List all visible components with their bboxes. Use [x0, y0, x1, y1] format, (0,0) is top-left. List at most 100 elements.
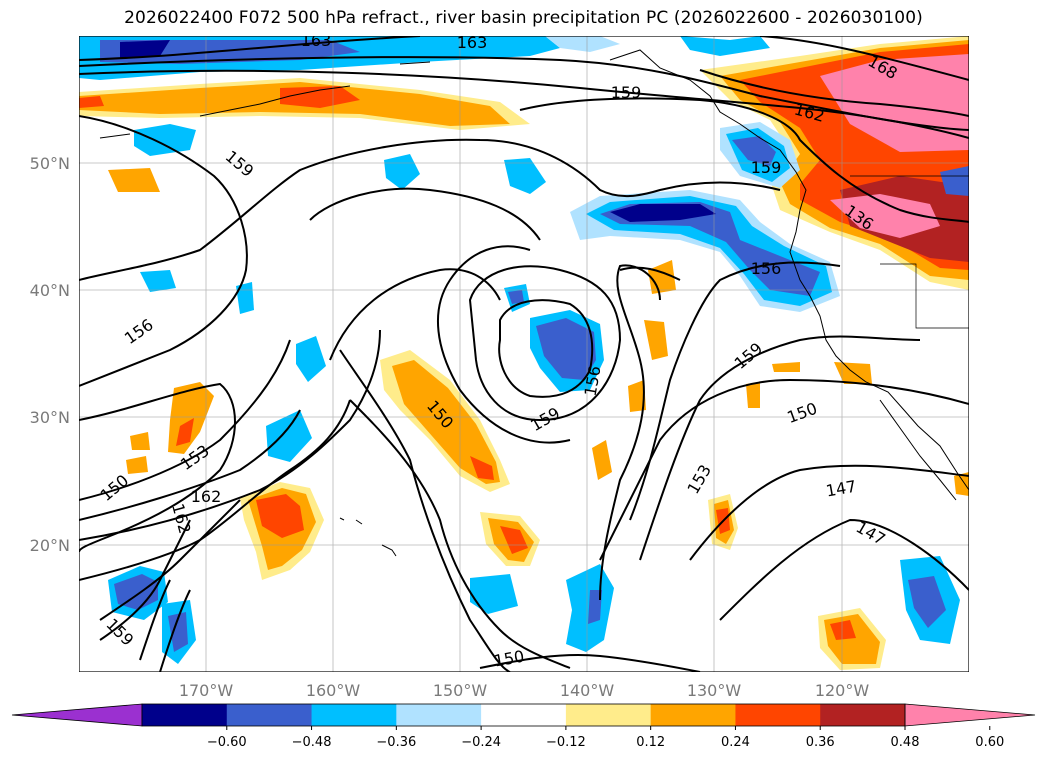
contour-low-1 — [468, 265, 622, 422]
graticule — [79, 36, 969, 672]
shade-aleutian-red — [280, 86, 360, 108]
contour-label: 159 — [751, 158, 782, 177]
contour-162 — [699, 69, 969, 117]
colorbar-tick-label: −0.48 — [292, 735, 332, 750]
colorbar-tick-label: 0.24 — [721, 735, 750, 750]
colorbar-low-extend — [11, 703, 143, 727]
shade-mid-blue8 — [108, 168, 160, 192]
shade-sc-red1 — [500, 526, 528, 554]
colorbar-segment — [396, 704, 482, 726]
contour-159-sw — [99, 519, 191, 641]
border-us — [850, 175, 969, 329]
lon-label: 120°W — [815, 681, 870, 700]
colorbar-segment — [142, 704, 228, 726]
shade-north-light — [545, 36, 620, 52]
shade-trough-red — [470, 456, 494, 480]
shade-north-navy — [120, 40, 170, 58]
longitude-labels: 170°W 160°W 150°W 140°W 130°W 120°W — [179, 681, 870, 700]
contour-159-west — [79, 115, 248, 387]
colorbar-segment — [735, 704, 821, 726]
colorbar-segment — [481, 704, 567, 726]
height-contours — [79, 36, 969, 672]
contour-west-6 — [99, 499, 241, 621]
shade-swb2-dark — [168, 612, 188, 652]
lat-label: 30°N — [30, 408, 70, 427]
contour-west-2 — [79, 339, 291, 501]
colorbar-tick-label: 0.12 — [636, 735, 665, 750]
contour-168 — [759, 36, 969, 81]
colorbar-tick-label: −0.60 — [207, 735, 247, 750]
shade-coast-dark — [732, 136, 776, 166]
shade-trough-orange — [392, 360, 500, 484]
colorbar-tick-label: −0.12 — [546, 735, 586, 750]
contour-label: 159 — [611, 83, 642, 102]
colorbar-frame — [141, 703, 906, 727]
latitude-labels: 50°N 40°N 30°N 20°N — [30, 154, 70, 555]
colorbar-tick-label: 0.48 — [891, 735, 920, 750]
contour-west-5 — [79, 399, 351, 581]
contour-label: 163 — [301, 31, 332, 50]
contour-west-3 — [79, 409, 301, 521]
shade-sc-blue2-dk — [588, 590, 602, 624]
contour-150-mid — [339, 349, 511, 672]
colorbar-high-extend — [904, 703, 1036, 727]
contour-east-147b — [719, 518, 969, 621]
shade-alaska-blue — [680, 36, 770, 56]
shade-cn-navy — [610, 204, 716, 222]
shade-mid-blue7 — [266, 410, 312, 462]
colorbar: −0.60 −0.48 −0.36 −0.24 −0.12 0.12 0.24 0.36 0.4… — [11, 703, 1036, 750]
shade-west-small — [126, 456, 148, 474]
contour-east-150 — [599, 378, 969, 561]
colorbar-segment — [226, 704, 313, 726]
contour-east-159 — [639, 335, 921, 561]
contour-156-west — [79, 138, 781, 281]
contour-west-4 — [79, 329, 381, 541]
colorbar-tick-label: −0.24 — [461, 735, 501, 750]
colorbar-segment — [311, 704, 397, 726]
lat-label: 40°N — [30, 281, 70, 300]
shade-ne-blue — [940, 166, 969, 196]
contour-label: 162 — [191, 487, 222, 506]
contour-156-mid — [329, 266, 681, 361]
shade-cn-dark — [600, 202, 820, 296]
shade-aleutian-red2 — [79, 96, 104, 108]
contour-label: 163 — [457, 33, 488, 52]
contour-east-low — [599, 264, 661, 601]
shade-mid-blue4 — [140, 270, 176, 292]
lat-label: 50°N — [30, 154, 70, 173]
colorbar-segment — [820, 704, 906, 726]
lon-label: 160°W — [306, 681, 361, 700]
contour-159-mid — [309, 187, 571, 444]
colorbar-segment — [650, 704, 736, 726]
shade-mid-blue2 — [504, 158, 546, 194]
shade-west-red — [176, 418, 194, 446]
lon-label: 170°W — [179, 681, 234, 700]
contour-west-1 — [79, 382, 236, 553]
contour-east-153 — [629, 261, 841, 521]
shade-low-dark — [536, 318, 596, 380]
contour-150-south — [479, 653, 701, 672]
coast-hawaii — [339, 517, 397, 557]
shade-se-red — [830, 620, 856, 640]
shade-sc-blue1 — [470, 574, 518, 614]
shade-se-orange2 — [954, 472, 969, 496]
colorbar-tick-label: 0.60 — [975, 735, 1004, 750]
lon-label: 130°W — [687, 681, 742, 700]
shade-se-dark — [908, 576, 946, 628]
shade-sc-orange5 — [628, 380, 646, 412]
shade-sc-orange2 — [592, 440, 612, 480]
shade-sw-red — [256, 494, 304, 538]
lon-label: 140°W — [560, 681, 615, 700]
shade-sc-orange9 — [834, 362, 872, 384]
shade-sc-orange8 — [772, 362, 800, 372]
contour-label: 156 — [751, 259, 782, 278]
lat-label: 20°N — [30, 536, 70, 555]
shade-mid-blue3 — [134, 124, 196, 156]
map-title: 2026022400 F072 500 hPa refract., river … — [124, 8, 923, 28]
shade-low-small-dk — [508, 290, 524, 304]
coast-baja — [879, 399, 957, 501]
shade-sc-orange4 — [648, 260, 676, 294]
contour-153-mid — [349, 399, 571, 669]
shade-sc-orange3 — [644, 320, 668, 360]
